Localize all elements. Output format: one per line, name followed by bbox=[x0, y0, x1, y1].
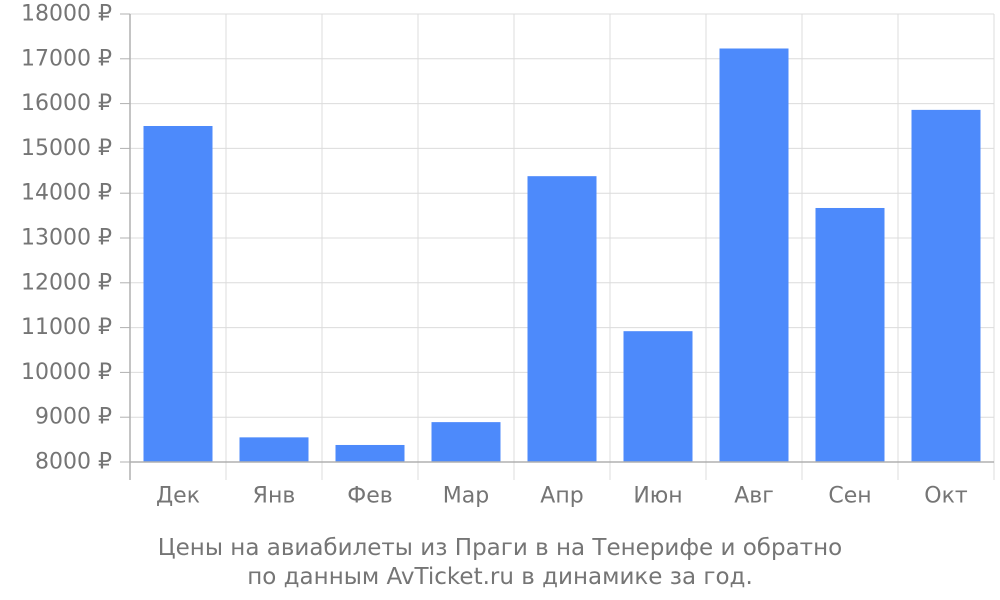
y-tick-label: 18000 ₽ bbox=[21, 2, 112, 27]
y-tick-labels: 8000 ₽ 9000 ₽ 10000 ₽ 11000 ₽ 12000 ₽ 13000 ₽… bbox=[21, 2, 112, 475]
bar-Дек bbox=[143, 126, 213, 462]
x-tick-label: Фев bbox=[347, 484, 392, 509]
bar-Авг bbox=[719, 48, 789, 462]
bar-Янв bbox=[239, 437, 309, 462]
bar-Апр bbox=[527, 176, 597, 462]
chart-caption-line-2: по данным AvTicket.ru в динамике за год. bbox=[247, 564, 753, 590]
y-tick-label: 16000 ₽ bbox=[21, 91, 112, 116]
x-tick-label: Дек bbox=[156, 484, 200, 509]
x-tick-label: Окт bbox=[924, 484, 968, 509]
bar-Мар bbox=[431, 422, 501, 462]
y-tick-label: 14000 ₽ bbox=[21, 181, 112, 206]
y-tick-label: 8000 ₽ bbox=[35, 450, 112, 475]
x-tick-label: Апр bbox=[540, 484, 583, 509]
x-tick-labels: Дек Янв Фев Мар Апр Июн Авг Сен Окт bbox=[156, 484, 968, 509]
y-tick-label: 9000 ₽ bbox=[35, 405, 112, 430]
x-tick-label: Авг bbox=[734, 484, 774, 509]
chart-caption-line-1: Цены на авиабилеты из Праги в на Тенериф… bbox=[157, 535, 843, 561]
bar-Окт bbox=[911, 109, 981, 462]
x-tick-label: Янв bbox=[253, 484, 296, 509]
y-tick-label: 17000 ₽ bbox=[21, 46, 112, 71]
bar-Июн bbox=[623, 331, 693, 462]
x-tick-label: Мар bbox=[443, 484, 489, 509]
x-tick-label: Сен bbox=[828, 484, 871, 509]
y-tick-label: 10000 ₽ bbox=[21, 360, 112, 385]
y-tick-label: 11000 ₽ bbox=[21, 315, 112, 340]
bar-Сен bbox=[815, 207, 885, 462]
y-tick-label: 13000 ₽ bbox=[21, 226, 112, 251]
y-tick-label: 12000 ₽ bbox=[21, 270, 112, 295]
bars bbox=[143, 48, 981, 462]
x-tick-label: Июн bbox=[633, 484, 682, 509]
y-tick-label: 15000 ₽ bbox=[21, 136, 112, 161]
bar-Фев bbox=[335, 444, 405, 462]
axes bbox=[120, 13, 994, 480]
